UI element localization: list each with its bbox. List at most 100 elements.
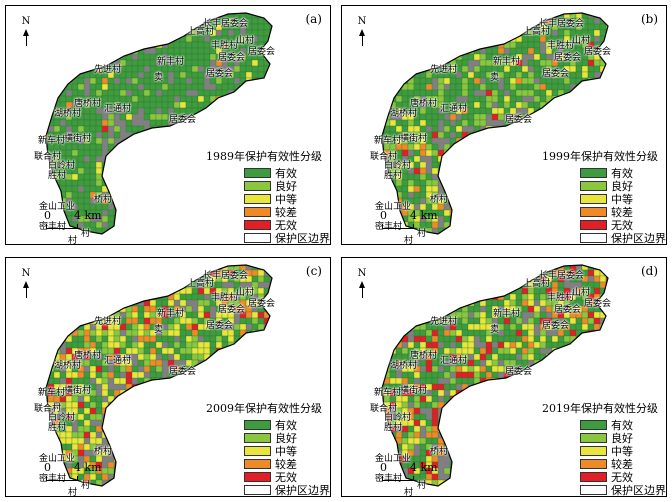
grid-cell [263, 83, 271, 91]
grid-cell [318, 312, 324, 318]
grid-cell [173, 269, 181, 277]
grid-cell [6, 210, 12, 216]
grid-cell [191, 401, 199, 409]
grid-cell [191, 329, 199, 337]
grid-cell [156, 6, 162, 12]
grid-cell [101, 335, 109, 343]
grid-cell [227, 371, 235, 379]
grid-cell [6, 6, 12, 12]
grid-cell [59, 335, 67, 343]
grid-cell [137, 185, 145, 193]
grid-cell [167, 329, 175, 337]
grid-cell [251, 17, 259, 25]
grid-cell [89, 305, 97, 313]
grid-cell [330, 102, 331, 108]
legend-label: 保护区边界 [275, 231, 330, 245]
grid-cell [65, 191, 73, 199]
grid-cell [221, 101, 229, 109]
grid-cell [533, 89, 541, 97]
grid-cell [612, 24, 618, 30]
grid-cell [413, 23, 421, 31]
grid-cell [294, 12, 300, 18]
grid-cell [383, 191, 391, 199]
grid-cell [480, 6, 486, 12]
grid-cell [419, 53, 427, 61]
grid-cell [612, 48, 618, 54]
grid-cell [318, 282, 324, 288]
grid-cell [186, 240, 192, 245]
grid-cell [509, 71, 517, 79]
grid-cell [12, 132, 18, 138]
grid-cell [107, 119, 115, 127]
grid-cell [119, 35, 127, 43]
grid-cell [521, 191, 529, 199]
grid-cell [24, 186, 30, 192]
grid-cell [276, 390, 282, 396]
grid-cell [119, 83, 127, 91]
grid-cell [209, 335, 217, 343]
scale-end: 4 km [410, 209, 438, 222]
grid-cell [89, 155, 97, 163]
place-label: 汇通村 [440, 104, 468, 114]
grid-cell [197, 323, 205, 331]
grid-cell [497, 13, 505, 19]
grid-cell [24, 48, 30, 54]
grid-cell [215, 377, 223, 385]
grid-cell [312, 330, 318, 336]
grid-cell [89, 287, 97, 295]
grid-cell [648, 114, 654, 120]
grid-cell [324, 270, 330, 276]
grid-cell [12, 318, 18, 324]
grid-cell [288, 60, 294, 66]
grid-cell [366, 6, 372, 12]
grid-cell [312, 84, 318, 90]
grid-cell [288, 282, 294, 288]
grid-cell [24, 354, 30, 360]
grid-cell [30, 312, 36, 318]
grid-cell [407, 173, 415, 181]
grid-cell [101, 23, 109, 31]
grid-cell [6, 270, 12, 276]
grid-cell [24, 180, 30, 186]
grid-cell [570, 6, 576, 12]
grid-cell [431, 35, 439, 43]
grid-cell [431, 23, 439, 31]
grid-cell [233, 137, 241, 145]
grid-cell [143, 353, 151, 361]
grid-cell [503, 137, 511, 145]
grid-cell [372, 90, 378, 96]
grid-cell [131, 23, 139, 31]
grid-cell [6, 66, 12, 72]
grid-cell [288, 12, 294, 18]
grid-cell [324, 258, 330, 264]
grid-cell [269, 13, 272, 19]
grid-cell [342, 180, 348, 186]
grid-cell [282, 90, 288, 96]
grid-cell [455, 89, 463, 97]
grid-cell [6, 390, 12, 396]
grid-cell [533, 101, 541, 109]
grid-cell [12, 420, 18, 426]
legend-label: 中等 [611, 192, 633, 206]
grid-cell [191, 389, 199, 397]
grid-cell [149, 359, 157, 367]
grid-cell [47, 71, 55, 79]
grid-cell [251, 269, 259, 277]
grid-cell [533, 95, 541, 103]
grid-cell [366, 102, 372, 108]
grid-cell [599, 137, 607, 145]
place-label: 桥村 [94, 195, 113, 205]
grid-cell [294, 264, 300, 270]
grid-cell [162, 6, 168, 12]
grid-cell [24, 360, 30, 366]
grid-cell [131, 341, 139, 349]
grid-cell [300, 330, 306, 336]
grid-cell [630, 84, 636, 90]
grid-cell [125, 395, 133, 403]
grid-cell [624, 126, 630, 132]
grid-cell [167, 221, 175, 229]
grid-cell [155, 197, 163, 205]
grid-cell [137, 35, 145, 43]
grid-cell [155, 119, 163, 127]
